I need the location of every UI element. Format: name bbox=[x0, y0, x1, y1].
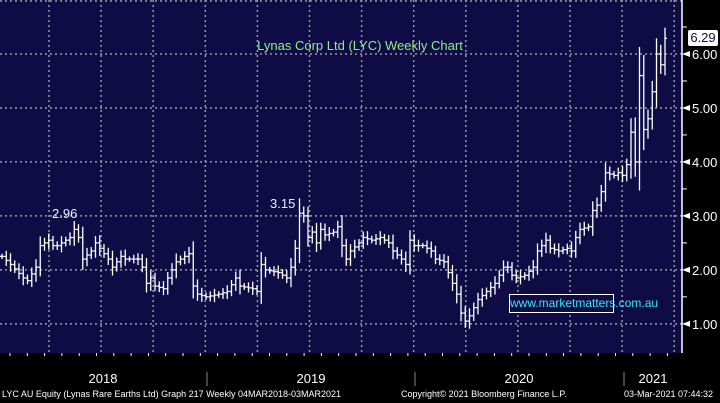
y-tick-label: 2.00 bbox=[692, 263, 718, 278]
last-price-tag: 6.29 bbox=[688, 30, 718, 47]
x-tick-label: 2020 bbox=[504, 371, 534, 386]
y-tick-label: 5.00 bbox=[692, 101, 718, 116]
y-tick-label: 6.00 bbox=[692, 47, 718, 62]
y-tick-marker bbox=[682, 320, 690, 327]
y-tick-marker bbox=[682, 50, 690, 57]
annotation-peak-2018: 2.96 bbox=[52, 206, 78, 221]
annotation-peak-2019: 3.15 bbox=[270, 196, 296, 211]
y-tick-marker bbox=[682, 212, 690, 219]
y-tick-marker bbox=[682, 104, 690, 111]
y-tick-label: 3.00 bbox=[692, 209, 718, 224]
y-tick-marker bbox=[682, 266, 690, 273]
chart-title: Lynas Corp Ltd (LYC) Weekly Chart bbox=[257, 38, 463, 53]
footer-security: LYC AU Equity (Lynas Rare Earths Ltd) Gr… bbox=[2, 389, 342, 399]
x-tick-label: 2021 bbox=[638, 371, 668, 386]
x-tick-label: 2019 bbox=[296, 371, 326, 386]
y-tick-label: 4.00 bbox=[692, 155, 718, 170]
footer-copyright: Copyright© 2021 Bloomberg Finance L.P. bbox=[401, 389, 567, 399]
x-tick-label: 2018 bbox=[88, 371, 118, 386]
y-tick-label: 1.00 bbox=[692, 317, 718, 332]
watermark: www.marketmatters.com.au bbox=[509, 294, 658, 313]
y-tick-marker bbox=[682, 158, 690, 165]
footer-timestamp: 03-Mar-2021 07:44:32 bbox=[624, 389, 714, 399]
x-axis-band bbox=[0, 353, 720, 403]
